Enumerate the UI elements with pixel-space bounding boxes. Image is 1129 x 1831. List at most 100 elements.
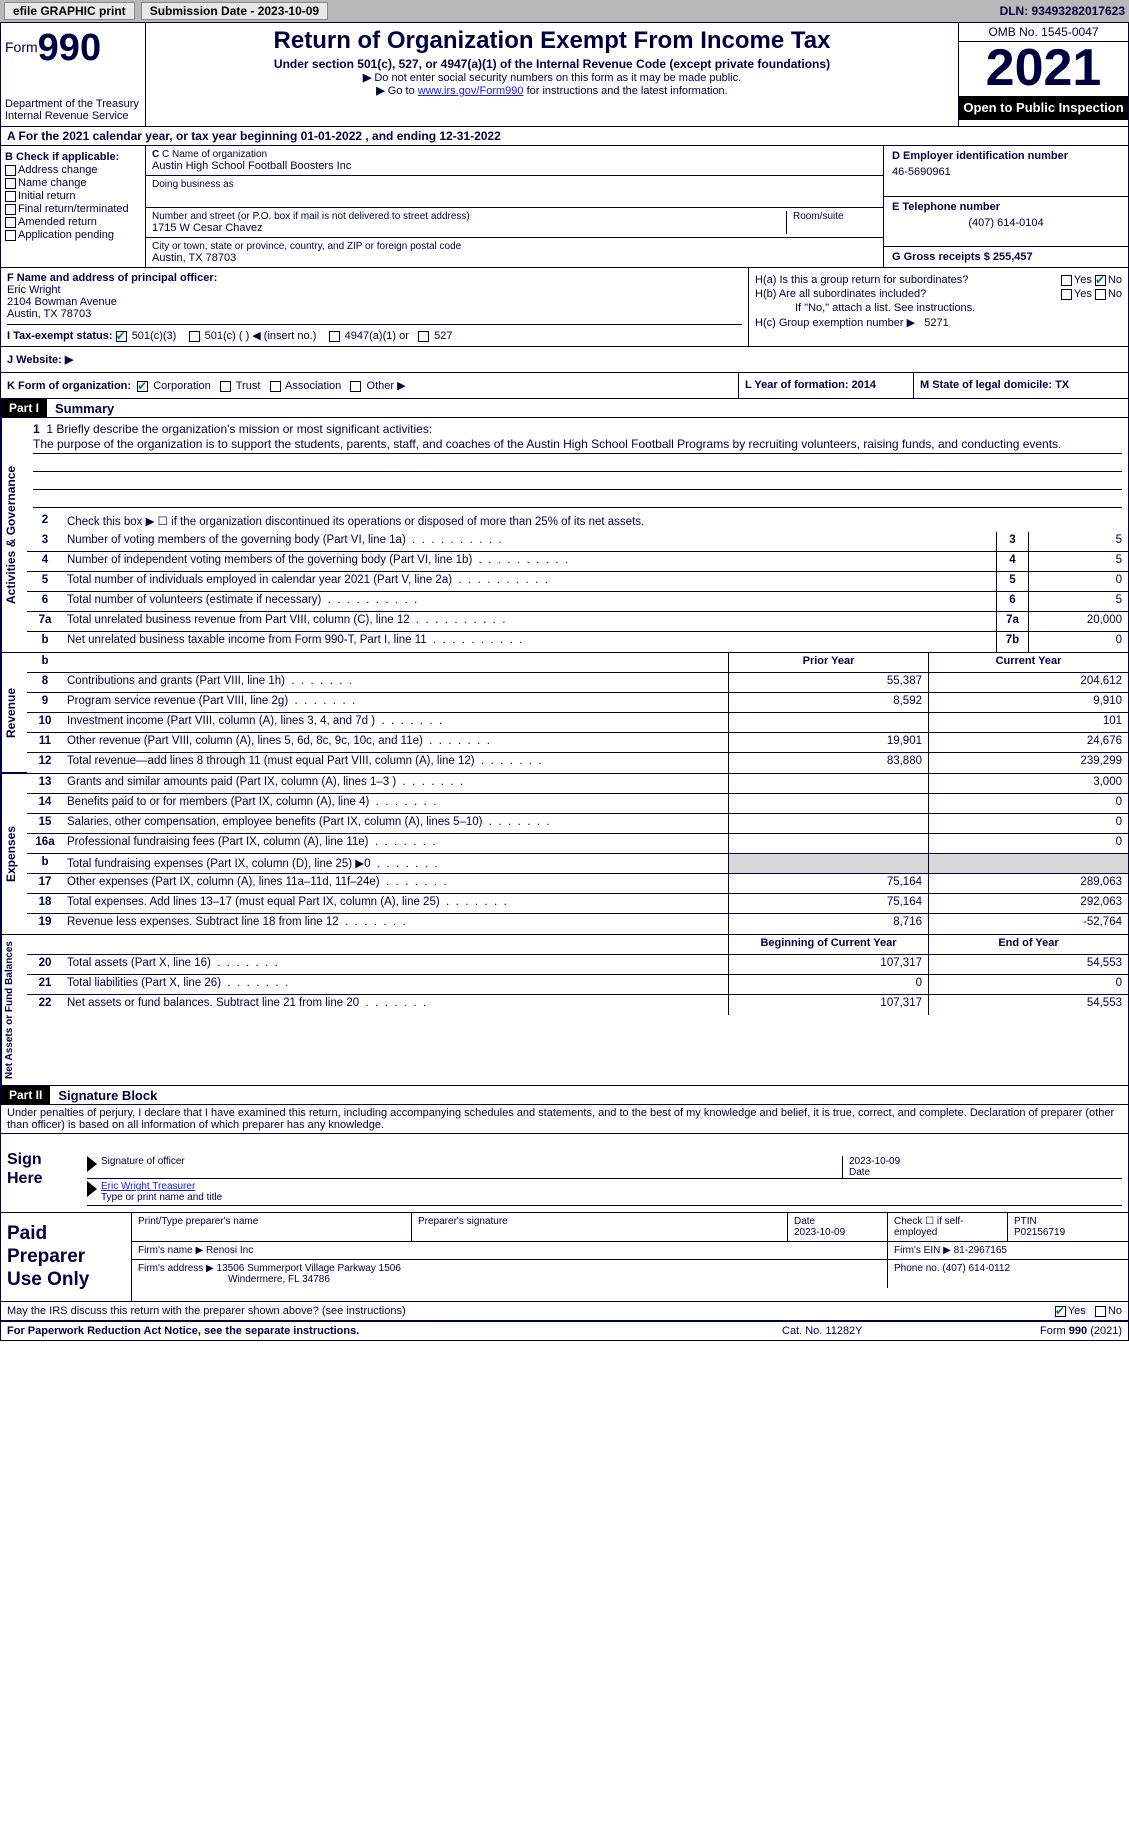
firm-name: Firm's name ▶ Renosi Inc <box>132 1242 888 1259</box>
summary-row: 6 Total number of volunteers (estimate i… <box>27 592 1128 612</box>
line-num: 14 <box>27 794 63 813</box>
footer-mid: Cat. No. 11282Y <box>782 1325 962 1337</box>
line-text: Contributions and grants (Part VIII, lin… <box>63 673 728 692</box>
line-text: Salaries, other compensation, employee b… <box>63 814 728 833</box>
subtitle-1: Under section 501(c), 527, or 4947(a)(1)… <box>152 57 952 71</box>
irs-discuss-row: May the IRS discuss this return with the… <box>1 1302 1128 1322</box>
line-num: 12 <box>27 753 63 773</box>
b-item: Name change <box>5 177 141 189</box>
line-text: Total liabilities (Part X, line 26) . . … <box>63 975 728 994</box>
c-city-block: City or town, state or province, country… <box>146 238 883 267</box>
line-text: Total unrelated business revenue from Pa… <box>63 612 996 631</box>
prior-value: 0 <box>728 975 928 994</box>
current-value: 204,612 <box>928 673 1128 692</box>
line-box: 5 <box>996 572 1028 591</box>
current-value: 289,063 <box>928 874 1128 893</box>
current-value: -52,764 <box>928 914 1128 934</box>
prior-year-header: Prior Year <box>728 653 928 672</box>
line-text: Program service revenue (Part VIII, line… <box>63 693 728 712</box>
footer: For Paperwork Reduction Act Notice, see … <box>1 1322 1128 1340</box>
row-j: J Website: ▶ <box>1 347 1128 373</box>
part2-badge: Part II <box>1 1086 50 1104</box>
form-title: Return of Organization Exempt From Incom… <box>152 27 952 55</box>
b-title: B Check if applicable: <box>5 151 141 163</box>
sig-date: 2023-10-09 Date <box>842 1156 1122 1178</box>
line-text: Total expenses. Add lines 13–17 (must eq… <box>63 894 728 913</box>
sig-name: Eric Wright Treasurer Type or print name… <box>101 1181 1122 1205</box>
irs-text: Internal Revenue Service <box>5 110 141 122</box>
paid-section: Paid Preparer Use Only Print/Type prepar… <box>1 1213 1128 1302</box>
line-num: 10 <box>27 713 63 732</box>
subtitle-2a: ▶ Do not enter social security numbers o… <box>152 71 952 84</box>
section-k: K Form of organization: Corporation Trus… <box>1 373 738 398</box>
line-text: Professional fundraising fees (Part IX, … <box>63 834 728 853</box>
side-governance: Activities & Governance <box>1 418 27 652</box>
current-value <box>928 854 1128 873</box>
line-num: 9 <box>27 693 63 712</box>
line-num: 16a <box>27 834 63 853</box>
officer-name: Eric Wright <box>7 284 742 296</box>
line-text: Total number of volunteers (estimate if … <box>63 592 996 611</box>
footer-left: For Paperwork Reduction Act Notice, see … <box>7 1325 782 1337</box>
form-container: Form990 Department of the Treasury Inter… <box>0 22 1129 1341</box>
line-num: 20 <box>27 955 63 974</box>
current-value: 24,676 <box>928 733 1128 752</box>
mission-text: The purpose of the organization is to su… <box>33 436 1122 454</box>
form-990: 990 <box>38 27 101 69</box>
part1-header: Part I Summary <box>1 399 1128 418</box>
line-value: 0 <box>1028 632 1128 652</box>
efile-button[interactable]: efile GRAPHIC print <box>4 2 135 20</box>
side-revenue: Revenue <box>1 653 27 773</box>
hb-note: If "No," attach a list. See instructions… <box>755 302 1122 314</box>
org-city: Austin, TX 78703 <box>152 252 877 264</box>
line-box: 7b <box>996 632 1028 652</box>
firm-addr: Firm's address ▶ 13506 Summerport Villag… <box>132 1260 888 1288</box>
current-value: 292,063 <box>928 894 1128 913</box>
prior-value <box>728 834 928 853</box>
section-b: B Check if applicable: Address change Na… <box>1 146 146 267</box>
c-addr-label: Number and street (or P.O. box if mail i… <box>152 211 786 222</box>
c-city-label: City or town, state or province, country… <box>152 241 877 252</box>
part1-title: Summary <box>47 401 114 416</box>
line-text: Benefits paid to or for members (Part IX… <box>63 794 728 813</box>
row-fh: F Name and address of principal officer:… <box>1 268 1128 347</box>
irs-link[interactable]: www.irs.gov/Form990 <box>418 85 524 97</box>
summary-row: 22 Net assets or fund balances. Subtract… <box>27 995 1128 1015</box>
sign-here-label: Sign Here <box>1 1134 81 1212</box>
e-label: E Telephone number <box>892 201 1000 213</box>
part1-badge: Part I <box>1 399 47 417</box>
line-box: 4 <box>996 552 1028 571</box>
prior-value <box>728 794 928 813</box>
prior-value: 8,592 <box>728 693 928 712</box>
summary-row: 15 Salaries, other compensation, employe… <box>27 814 1128 834</box>
submission-button[interactable]: Submission Date - 2023-10-09 <box>141 2 328 20</box>
mission-label: 1 1 Briefly describe the organization's … <box>33 422 1122 436</box>
b-item: Initial return <box>5 190 141 202</box>
line-box: 6 <box>996 592 1028 611</box>
g-label: G Gross receipts $ 255,457 <box>892 251 1033 263</box>
summary-row: 8 Contributions and grants (Part VIII, l… <box>27 673 1128 693</box>
b-item: Address change <box>5 164 141 176</box>
prior-value: 19,901 <box>728 733 928 752</box>
summary-row: 17 Other expenses (Part IX, column (A), … <box>27 874 1128 894</box>
line-value: 5 <box>1028 552 1128 571</box>
current-value: 54,553 <box>928 955 1128 974</box>
line-text: Other revenue (Part VIII, column (A), li… <box>63 733 728 752</box>
summary-row: 19 Revenue less expenses. Subtract line … <box>27 914 1128 934</box>
prep-selfemp: Check ☐ if self-employed <box>888 1213 1008 1241</box>
line-text: Total fundraising expenses (Part IX, col… <box>63 854 728 873</box>
side-netassets: Net Assets or Fund Balances <box>1 935 27 1085</box>
d-label: D Employer identification number <box>892 150 1068 162</box>
line-num: 19 <box>27 914 63 934</box>
section-g: G Gross receipts $ 255,457 <box>884 247 1128 267</box>
row-a: A For the 2021 calendar year, or tax yea… <box>1 127 1128 146</box>
line-num: 15 <box>27 814 63 833</box>
tax-year: 2021 <box>959 42 1128 96</box>
b-item: Application pending <box>5 229 141 241</box>
summary-row: 12 Total revenue—add lines 8 through 11 … <box>27 753 1128 773</box>
dept-text: Department of the Treasury <box>5 98 141 110</box>
line-text: Net unrelated business taxable income fr… <box>63 632 996 652</box>
summary-row: 13 Grants and similar amounts paid (Part… <box>27 774 1128 794</box>
firm-ein: Firm's EIN ▶ 81-2967165 <box>888 1242 1128 1259</box>
hb-row: H(b) Are all subordinates included? Yes … <box>755 288 1122 300</box>
